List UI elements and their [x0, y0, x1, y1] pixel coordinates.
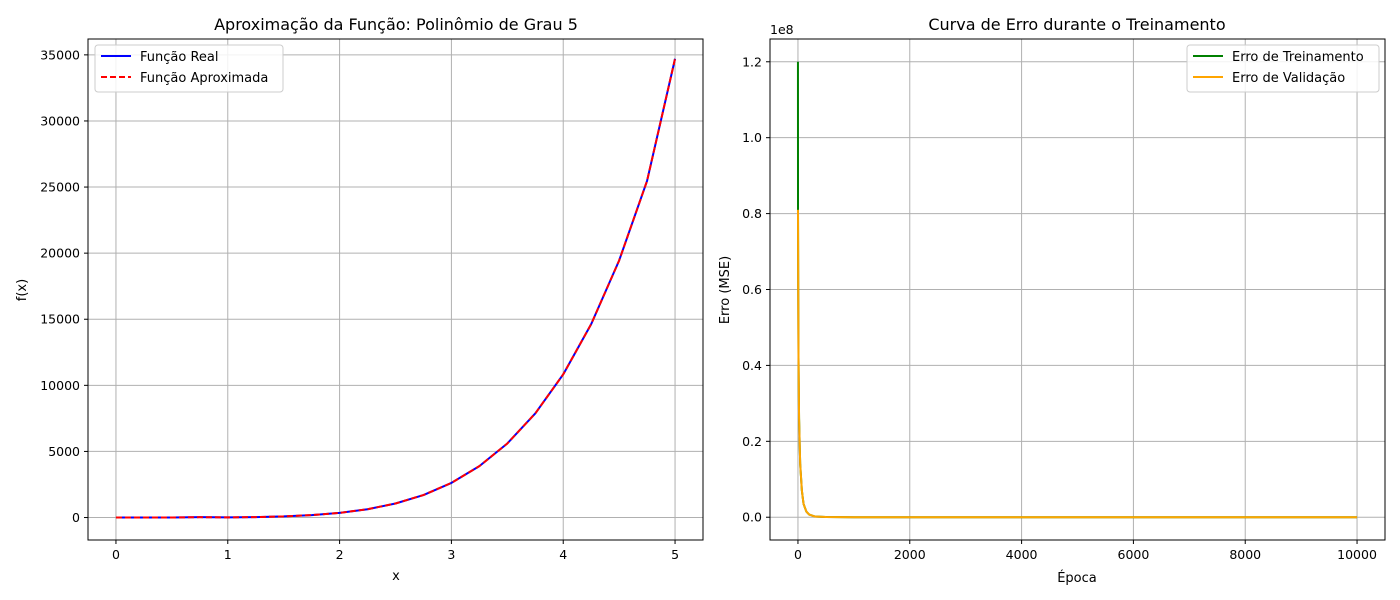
x-tick-label: 4000 — [1006, 547, 1038, 562]
y-axis-label: Erro (MSE) — [718, 256, 733, 324]
x-tick-label: 0 — [794, 547, 802, 562]
x-tick-label: 4 — [559, 547, 567, 562]
grid — [770, 39, 1385, 540]
legend-label-val: Erro de Validação — [1232, 71, 1345, 86]
y-tick-label: 35000 — [40, 47, 80, 62]
axis-ticks: 0 2000 4000 6000 8000 10000 0.0 0.2 0.4 0.6 0.8 1.0… — [742, 54, 1377, 562]
y-tick-label: 0.2 — [742, 434, 762, 449]
legend: Função Real Função Aproximada — [94, 44, 284, 93]
legend-label-approx: Função Aproximada — [140, 71, 268, 86]
x-tick-label: 6000 — [1118, 547, 1150, 562]
x-tick-label: 8000 — [1229, 547, 1261, 562]
legend: Erro de Treinamento Erro de Validação — [1186, 44, 1380, 93]
legend-box — [1186, 44, 1380, 93]
series-lines — [115, 58, 677, 519]
y-tick-label: 30000 — [40, 113, 80, 128]
function-approximation-chart: Aproximação da Função: Polinômio de Grau… — [15, 15, 704, 584]
y-tick-label: 0.8 — [742, 206, 762, 221]
x-tick-label: 5 — [671, 547, 679, 562]
y-axis-label: f(x) — [15, 279, 30, 301]
plot-frame — [87, 38, 704, 541]
axis-ticks: 0 1 2 3 4 5 0 5000 10000 15000 20000 25000 30000 3500… — [40, 47, 679, 562]
series-lines — [796, 61, 1358, 519]
y-tick-label: 25000 — [40, 180, 80, 195]
y-tick-label: 0.4 — [742, 358, 762, 373]
y-tick-label: 0 — [72, 510, 80, 525]
y-tick-label: 5000 — [48, 444, 80, 459]
legend-label-real: Função Real — [140, 50, 218, 65]
x-axis-label: Época — [1057, 570, 1097, 586]
legend-box — [94, 44, 284, 93]
y-tick-label: 0.6 — [742, 282, 762, 297]
legend-label-train: Erro de Treinamento — [1232, 50, 1364, 65]
series-line-1 — [796, 209, 1358, 519]
x-tick-label: 1 — [224, 547, 232, 562]
y-tick-label: 1.2 — [742, 54, 762, 69]
training-error-chart: Curva de Erro durante o Treinamento 0 200… — [718, 15, 1386, 586]
x-tick-label: 0 — [112, 547, 120, 562]
chart-title: Curva de Erro durante o Treinamento — [928, 15, 1225, 34]
x-axis-label: x — [392, 569, 400, 584]
y-tick-label: 0.0 — [742, 510, 762, 525]
x-tick-label: 3 — [447, 547, 455, 562]
chart-title: Aproximação da Função: Polinômio de Grau… — [214, 15, 578, 34]
series-line-1 — [115, 58, 677, 519]
y-offset-label: 1e8 — [770, 22, 794, 37]
grid — [88, 39, 703, 540]
y-tick-label: 1.0 — [742, 130, 762, 145]
y-tick-label: 15000 — [40, 312, 80, 327]
x-tick-label: 10000 — [1337, 547, 1377, 562]
y-tick-label: 20000 — [40, 246, 80, 261]
y-tick-label: 10000 — [40, 378, 80, 393]
x-tick-label: 2 — [336, 547, 344, 562]
x-tick-label: 2000 — [894, 547, 926, 562]
series-line-0 — [115, 58, 677, 519]
